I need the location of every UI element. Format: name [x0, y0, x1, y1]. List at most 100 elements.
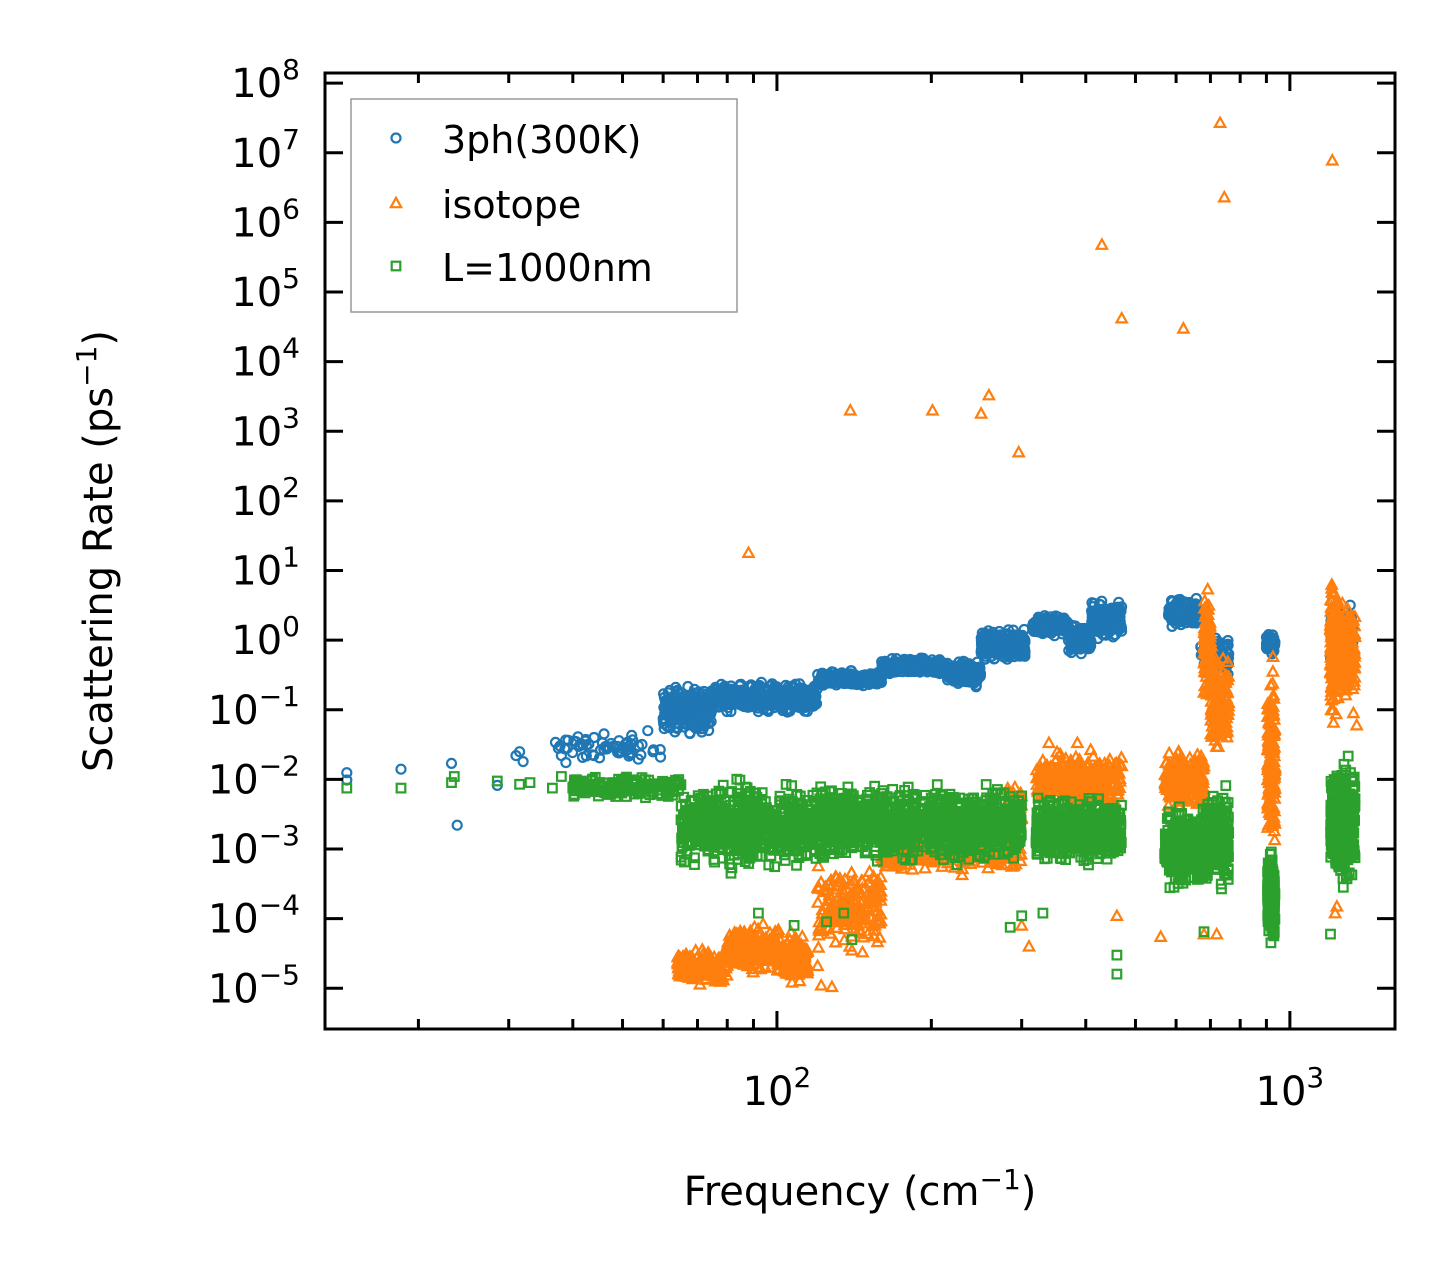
data-point [811, 858, 826, 872]
data-point [844, 865, 859, 878]
data-point [865, 677, 878, 689]
data-point [1018, 633, 1030, 645]
data-point [586, 749, 599, 761]
plot-area [341, 115, 1364, 993]
data-point [1041, 735, 1056, 749]
data-point [733, 942, 748, 956]
data-point [568, 735, 580, 747]
data-point [791, 935, 806, 949]
data-point [988, 631, 1001, 643]
data-point [1349, 717, 1364, 731]
data-point [748, 943, 763, 957]
data-point [660, 704, 672, 716]
data-point [758, 959, 773, 973]
data-point [733, 686, 746, 698]
data-point [1006, 635, 1018, 647]
data-point [517, 755, 529, 768]
data-point [855, 880, 870, 894]
data-point [785, 956, 800, 970]
data-point [614, 746, 626, 758]
data-point [632, 740, 645, 752]
data-point [670, 681, 682, 694]
data-point [1114, 310, 1129, 324]
data-point [654, 751, 667, 763]
data-point [771, 925, 786, 938]
data-point [905, 661, 918, 674]
data-point [1176, 320, 1191, 334]
data-point [1189, 602, 1201, 614]
data-point [810, 958, 825, 972]
data-point [1265, 664, 1280, 677]
data-point [580, 750, 592, 762]
data-point [1170, 617, 1182, 629]
data-point [691, 705, 703, 718]
data-point [1014, 650, 1026, 662]
data-point [1070, 735, 1085, 749]
data-point [765, 692, 777, 705]
data-point [598, 728, 610, 740]
data-point [957, 671, 970, 683]
data-point [1325, 152, 1340, 166]
data-point [689, 712, 701, 724]
data-point [745, 961, 760, 975]
data-point [1172, 594, 1184, 606]
data-point [981, 648, 993, 660]
data-point [761, 947, 776, 961]
data-point [1083, 742, 1098, 756]
data-point [625, 747, 637, 759]
data-point [1346, 705, 1361, 719]
data-point [824, 668, 836, 681]
data-point [736, 925, 751, 939]
data-point [580, 739, 593, 752]
data-point [642, 725, 654, 737]
data-point [771, 922, 786, 936]
data-point [872, 930, 887, 943]
data-point [713, 974, 728, 987]
data-point [908, 656, 921, 668]
data-point [797, 942, 812, 956]
data-point [698, 972, 713, 985]
series-circle [341, 592, 1359, 831]
data-point [741, 545, 756, 559]
data-point [632, 753, 644, 765]
data-point [695, 942, 710, 955]
data-point [671, 966, 686, 980]
data-point [925, 402, 940, 416]
data-point [1065, 646, 1078, 659]
data-point [733, 923, 748, 937]
data-point [445, 757, 458, 770]
data-point [1162, 608, 1175, 620]
data-point [1103, 617, 1116, 630]
data-point [774, 699, 786, 711]
data-point [829, 920, 845, 934]
data-point [395, 763, 407, 775]
data-point [796, 686, 808, 699]
data-point [680, 959, 695, 972]
data-point [751, 921, 766, 935]
data-point [969, 666, 981, 679]
data-point [793, 957, 808, 971]
data-point [1014, 917, 1029, 931]
data-point [715, 690, 727, 703]
data-point [1104, 624, 1117, 636]
data-point [1028, 617, 1040, 629]
data-point [703, 957, 718, 971]
data-point [1213, 115, 1228, 129]
data-point [719, 682, 732, 694]
data-point [676, 709, 688, 722]
data-point [680, 718, 693, 731]
data-point [815, 902, 830, 916]
data-point [991, 637, 1003, 649]
data-point [808, 695, 821, 708]
data-point [682, 969, 697, 983]
data-point [664, 722, 677, 734]
data-point [824, 979, 839, 993]
data-point [588, 731, 600, 744]
data-point [981, 387, 996, 401]
series-triangle [670, 115, 1364, 993]
data-point [814, 977, 829, 991]
data-point [1094, 237, 1109, 250]
data-point [1011, 444, 1026, 458]
data-point [744, 947, 759, 961]
